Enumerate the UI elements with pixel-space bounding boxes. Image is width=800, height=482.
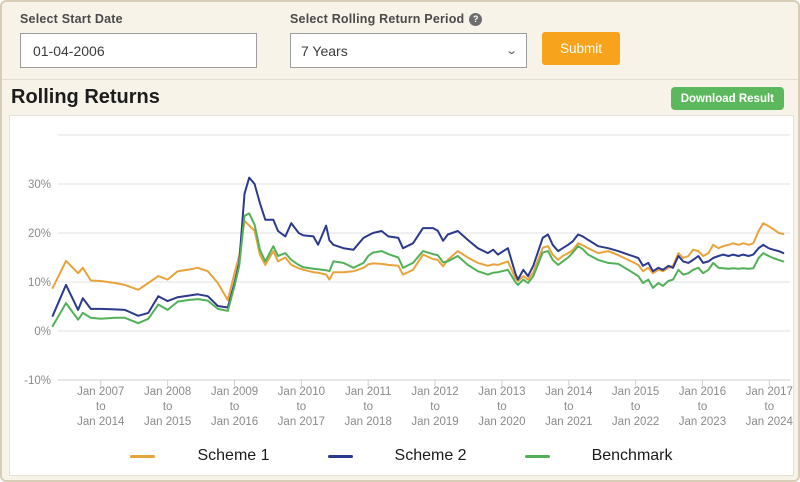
svg-text:to: to [765,401,775,413]
legend-item-scheme1: Scheme 1 [130,447,270,465]
svg-text:Jan 2022: Jan 2022 [612,416,659,428]
benchmark-line-swatch [524,454,550,458]
svg-text:0%: 0% [34,326,51,338]
svg-text:to: to [230,401,240,413]
svg-text:Jan 2011: Jan 2011 [345,386,391,398]
page-title: Rolling Returns [11,86,160,108]
svg-text:Jan 2009: Jan 2009 [211,386,258,398]
legend-item-benchmark: Benchmark [524,447,673,465]
period-select-value: 7 Years [301,42,348,59]
chart-legend: Scheme 1 Scheme 2 Benchmark [10,447,793,465]
svg-text:to: to [698,401,708,413]
download-result-button[interactable]: Download Result [670,87,784,110]
svg-text:Jan 2017: Jan 2017 [278,416,325,428]
svg-text:Jan 2010: Jan 2010 [278,386,325,398]
start-date-label: Select Start Date [20,12,123,26]
svg-text:Jan 2013: Jan 2013 [478,386,525,398]
period-label-text: Select Rolling Return Period [290,12,465,26]
svg-text:30%: 30% [28,179,51,191]
legend-label-scheme1: Scheme 1 [197,447,270,464]
svg-text:Jan 2012: Jan 2012 [411,386,458,398]
svg-text:to: to [363,401,373,413]
legend-label-scheme2: Scheme 2 [394,447,467,464]
svg-text:Jan 2014: Jan 2014 [545,386,593,398]
svg-text:Jan 2014: Jan 2014 [77,416,125,428]
svg-text:Jan 2015: Jan 2015 [144,416,191,428]
svg-text:Jan 2024: Jan 2024 [746,416,794,428]
scheme1-line-swatch [130,454,156,458]
svg-text:Jan 2008: Jan 2008 [144,386,191,398]
help-icon[interactable]: ? [469,12,483,26]
svg-text:10%: 10% [28,277,51,289]
svg-text:to: to [297,401,307,413]
svg-text:Jan 2023: Jan 2023 [679,416,726,428]
svg-text:Jan 2018: Jan 2018 [345,416,392,428]
svg-text:Jan 2020: Jan 2020 [478,416,525,428]
svg-text:20%: 20% [28,228,51,240]
legend-label-benchmark: Benchmark [591,447,673,464]
period-label: Select Rolling Return Period ? [290,12,483,26]
svg-text:to: to [96,401,106,413]
svg-text:Jan 2016: Jan 2016 [679,386,726,398]
svg-text:to: to [497,401,507,413]
svg-text:Jan 2017: Jan 2017 [746,386,793,398]
svg-text:Jan 2015: Jan 2015 [612,386,659,398]
scheme2-line-swatch [327,454,353,458]
start-date-input[interactable] [20,33,257,68]
chevron-down-icon: ⌄ [504,45,518,57]
svg-text:Jan 2016: Jan 2016 [211,416,258,428]
submit-button[interactable]: Submit [542,32,620,65]
svg-text:Jan 2007: Jan 2007 [77,386,124,398]
chart-panel: 30% 20% 10% 0% -10% Jan 2007 to Jan 2014 Jan 200… [9,115,794,476]
period-select[interactable]: 7 Years ⌄ [290,33,527,68]
svg-text:to: to [564,401,574,413]
svg-text:to: to [430,401,440,413]
svg-text:to: to [631,401,641,413]
svg-text:-10%: -10% [24,375,51,387]
legend-item-scheme2: Scheme 2 [327,447,467,465]
svg-text:Jan 2019: Jan 2019 [411,416,458,428]
svg-text:to: to [163,401,173,413]
svg-text:Jan 2021: Jan 2021 [545,416,592,428]
form-row: Select Start Date Select Rolling Return … [2,2,798,80]
